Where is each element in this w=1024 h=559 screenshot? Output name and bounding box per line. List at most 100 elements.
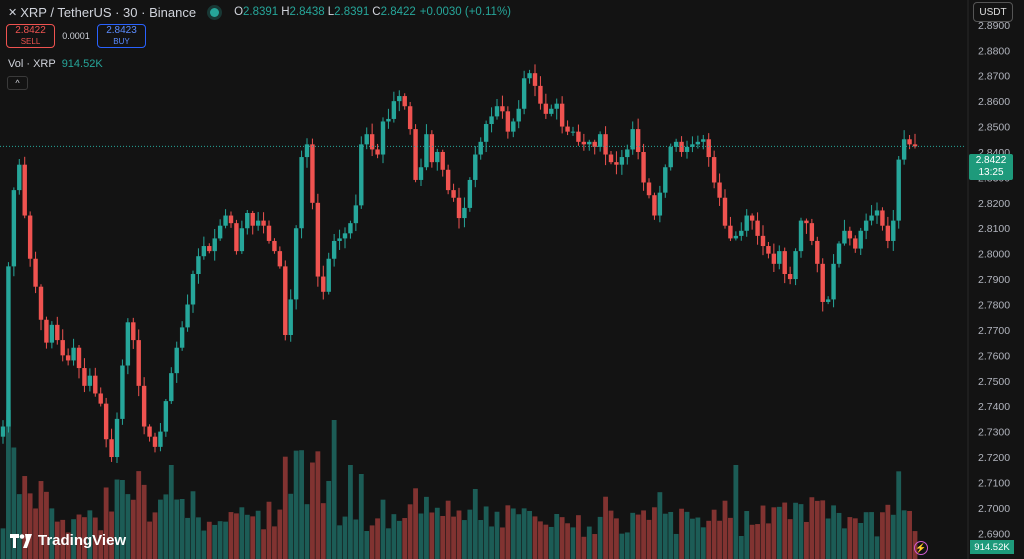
candle-body bbox=[717, 182, 722, 198]
volume-bar bbox=[771, 507, 777, 559]
candle-body bbox=[549, 108, 554, 114]
volume-bar bbox=[424, 496, 429, 559]
candle-body bbox=[261, 220, 266, 226]
candle-body bbox=[766, 246, 771, 254]
volume-bar bbox=[842, 528, 847, 559]
candle-body bbox=[369, 134, 375, 150]
volume-bar bbox=[836, 512, 842, 559]
y-tick-label: 2.8000 bbox=[978, 249, 1010, 261]
lightning-icon[interactable]: ⚡ bbox=[914, 541, 928, 555]
sell-button[interactable]: 2.8422 SELL bbox=[6, 24, 55, 48]
volume-bar bbox=[890, 514, 896, 559]
volume-bar bbox=[82, 517, 87, 559]
volume-bar bbox=[798, 504, 804, 559]
candle-body bbox=[435, 151, 440, 163]
candle-body bbox=[836, 243, 842, 264]
volume-bar bbox=[614, 518, 619, 559]
high-value: 2.8438 bbox=[289, 6, 325, 18]
candle-body bbox=[337, 238, 342, 241]
candle-body bbox=[511, 121, 516, 132]
volume-bar bbox=[494, 511, 500, 559]
candle-body bbox=[250, 212, 255, 226]
volume-bar bbox=[315, 451, 321, 559]
candle-body bbox=[120, 365, 125, 419]
y-tick-label: 2.8100 bbox=[978, 223, 1010, 235]
volume-bar bbox=[673, 533, 679, 559]
candle-body bbox=[565, 126, 570, 132]
candle-body bbox=[212, 238, 217, 252]
volume-bar bbox=[478, 520, 484, 559]
candle-body bbox=[310, 144, 315, 203]
volume-bar bbox=[179, 498, 185, 559]
candle-body bbox=[614, 162, 619, 165]
candle-body bbox=[641, 151, 646, 183]
y-tick-label: 2.6900 bbox=[978, 528, 1010, 540]
volume-bar bbox=[738, 535, 744, 559]
volume-bar bbox=[603, 496, 608, 559]
tradingview-logo[interactable]: TradingView bbox=[10, 532, 126, 549]
candle-body bbox=[407, 106, 413, 130]
volume-bar bbox=[103, 487, 109, 559]
candle-body bbox=[17, 164, 22, 191]
candle-body bbox=[744, 215, 749, 231]
open-value: 2.8391 bbox=[243, 6, 279, 18]
candle-body bbox=[348, 223, 353, 234]
candle-body bbox=[798, 220, 804, 252]
volume-bar bbox=[44, 491, 49, 559]
xrp-logo-icon: ✕ bbox=[8, 6, 18, 19]
candle-body bbox=[489, 116, 494, 125]
symbol-title[interactable]: XRP / TetherUS · 30 · Binance bbox=[20, 4, 197, 20]
candle-body bbox=[169, 373, 174, 402]
volume-bar bbox=[27, 493, 33, 559]
volume-bar bbox=[787, 519, 793, 559]
volume-bar bbox=[635, 514, 641, 559]
volume-bar bbox=[217, 521, 223, 559]
candle-body bbox=[733, 235, 739, 239]
y-tick-label: 2.7200 bbox=[978, 452, 1010, 464]
candle-body bbox=[619, 157, 625, 165]
candle-body bbox=[842, 230, 847, 244]
volume-bar bbox=[244, 514, 250, 559]
currency-selector-button[interactable]: USDT bbox=[973, 2, 1013, 22]
volume-bar bbox=[527, 510, 532, 559]
volume-bar bbox=[722, 500, 728, 559]
y-tick-label: 2.7300 bbox=[978, 427, 1010, 439]
volume-bar bbox=[548, 526, 554, 559]
volume-bar bbox=[418, 513, 424, 559]
volume-bar bbox=[158, 499, 163, 559]
candle-body bbox=[657, 192, 663, 216]
candle-body bbox=[93, 375, 98, 394]
volume-bar bbox=[196, 517, 201, 559]
volume-bar bbox=[320, 503, 326, 559]
volume-bar bbox=[380, 499, 386, 559]
volume-bar bbox=[293, 450, 299, 559]
volume-bar bbox=[776, 506, 782, 559]
tradingview-logo-icon bbox=[10, 533, 32, 548]
buy-button[interactable]: 2.8423 BUY bbox=[97, 24, 146, 48]
y-tick-label: 2.7000 bbox=[978, 503, 1010, 515]
volume-bar bbox=[54, 521, 60, 559]
volume-bar bbox=[434, 507, 440, 559]
volume-bar bbox=[282, 456, 288, 559]
candle-body bbox=[190, 274, 196, 305]
candle-body bbox=[603, 134, 608, 155]
volume-bar bbox=[652, 507, 657, 559]
y-tick-label: 2.7500 bbox=[978, 376, 1010, 388]
volume-bar bbox=[744, 511, 750, 559]
candle-body bbox=[722, 197, 728, 226]
change-value: +0.0030 (+0.11%) bbox=[419, 6, 512, 18]
candle-body bbox=[706, 139, 711, 158]
volume-legend[interactable]: Vol · XRP 914.52K bbox=[8, 58, 103, 70]
candle-body bbox=[131, 322, 136, 341]
volume-bar bbox=[364, 530, 370, 559]
collapse-legend-button[interactable]: ^ bbox=[7, 76, 28, 90]
candle-body bbox=[907, 139, 912, 145]
candle-body bbox=[467, 179, 473, 208]
candle-body bbox=[98, 393, 103, 404]
volume-bar bbox=[467, 509, 473, 559]
candle-body bbox=[527, 73, 532, 79]
candle-body bbox=[380, 121, 386, 155]
volume-bar bbox=[885, 504, 891, 559]
